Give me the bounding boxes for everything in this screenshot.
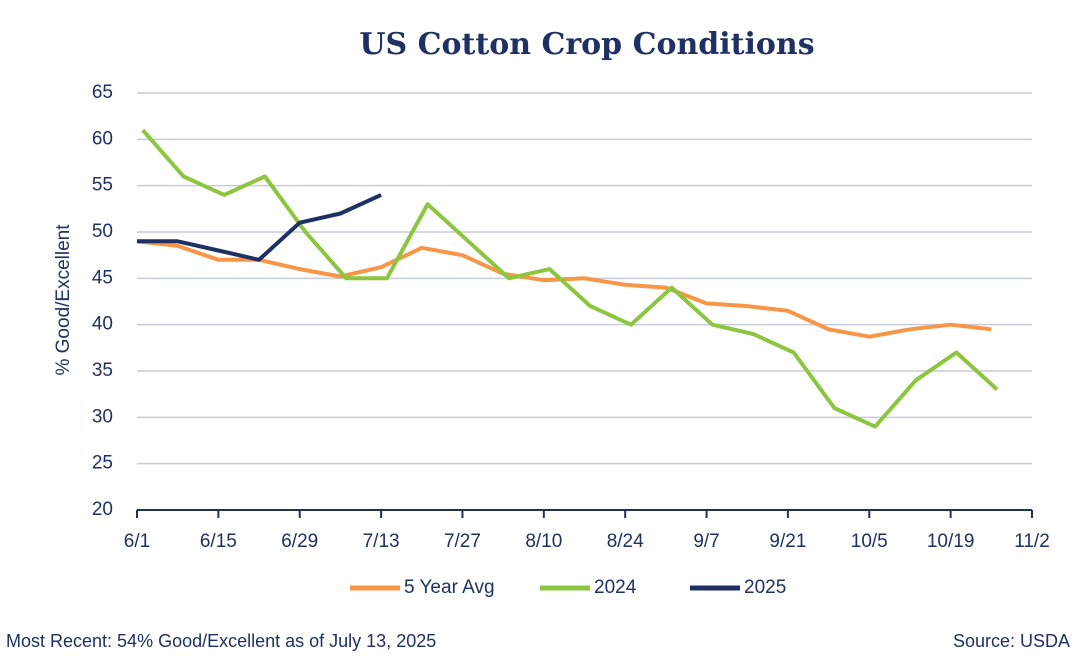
x-tick-label: 9/21 — [769, 531, 806, 552]
x-tick-label: 7/27 — [444, 531, 481, 552]
y-tick-label: 25 — [92, 453, 113, 474]
x-tick-label: 10/19 — [927, 531, 975, 552]
series-line — [137, 193, 382, 262]
legend-label: 5 Year Avg — [404, 577, 495, 598]
y-tick-label: 30 — [92, 406, 113, 427]
y-tick-label: 50 — [92, 221, 113, 242]
x-tick-label: 7/13 — [363, 531, 400, 552]
y-tick-label: 40 — [92, 314, 113, 335]
series-line — [136, 239, 992, 339]
x-tick-label: 9/7 — [693, 531, 719, 552]
series-line — [141, 128, 999, 429]
legend-label: 2024 — [594, 577, 637, 598]
source: Source: USDA — [953, 631, 1070, 651]
x-tick-label: 8/10 — [525, 531, 562, 552]
y-axis-label: % Good/Excellent — [53, 224, 74, 376]
y-tick-label: 55 — [92, 175, 113, 196]
x-tick-label: 6/1 — [124, 531, 150, 552]
x-tick-label: 10/5 — [851, 531, 888, 552]
y-tick-label: 20 — [92, 499, 113, 520]
y-tick-label: 60 — [92, 128, 113, 149]
x-tick-label: 6/15 — [200, 531, 237, 552]
chart-title: US Cotton Crop Conditions — [359, 27, 814, 62]
y-tick-label: 35 — [92, 360, 113, 381]
y-tick-label: 45 — [92, 267, 113, 288]
legend-label: 2025 — [744, 577, 786, 598]
y-tick-label: 65 — [92, 82, 113, 103]
x-tick-label: 11/2 — [1014, 531, 1050, 552]
x-tick-label: 6/29 — [281, 531, 318, 552]
x-tick-label: 8/24 — [607, 531, 644, 552]
note: Most Recent: 54% Good/Excellent as of Ju… — [6, 631, 436, 651]
